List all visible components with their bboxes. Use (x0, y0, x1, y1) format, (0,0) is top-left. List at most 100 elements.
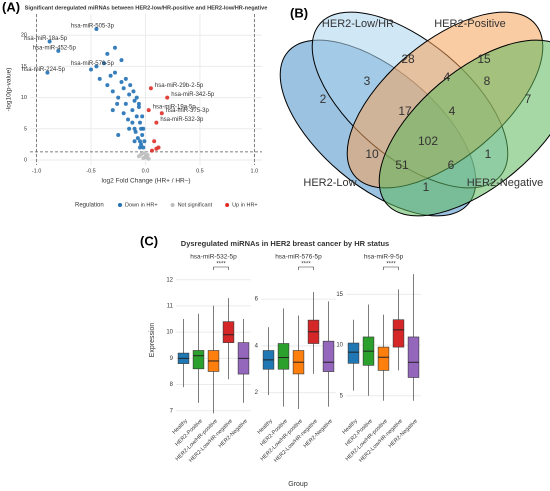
region-count: 10 (365, 147, 379, 161)
point (127, 92, 132, 97)
point-label: hsa-miR-18a-5p (24, 36, 68, 42)
box (222, 321, 235, 343)
y-tick-label: 10 (166, 330, 173, 336)
region-count: 15 (477, 52, 491, 66)
point (139, 152, 144, 157)
point (142, 139, 147, 144)
point (132, 139, 137, 144)
y-tick-label: 5 (24, 126, 27, 132)
point (140, 133, 145, 138)
point (134, 114, 139, 119)
point (140, 114, 145, 119)
point (94, 26, 99, 31)
region-count: 3 (364, 74, 371, 88)
point (128, 83, 133, 88)
facet-title: hsa-miR-9-5p (364, 254, 404, 261)
y-tick-label: 8 (170, 382, 174, 388)
y-axis-label: -log10(p-value) (6, 68, 13, 112)
point (138, 139, 143, 144)
point (144, 155, 149, 160)
region-count: 1 (423, 180, 430, 194)
point (142, 151, 147, 156)
significance-bracket (383, 266, 399, 270)
facet-strip (346, 252, 421, 262)
point (130, 108, 135, 113)
point (119, 58, 124, 63)
y-tick-label: 5 (340, 393, 344, 399)
set-label: HER2-Negative (467, 177, 543, 189)
x-tick-label: 0.5 (196, 168, 204, 174)
region-count: 1 (485, 147, 492, 161)
y-axis-label: Expression (149, 323, 156, 358)
point (105, 83, 110, 88)
legend-label: Not significant (178, 202, 213, 208)
point (116, 133, 121, 138)
y-tick-label: 7 (170, 408, 174, 414)
y-tick-label: 9 (170, 356, 174, 362)
point (136, 104, 141, 109)
region-count: 2 (320, 92, 327, 106)
panel-label: (B) (290, 5, 308, 20)
point-label: hsa-miR-19a-5p (153, 105, 197, 111)
facet-title: hsa-miR-576-5p (275, 254, 322, 261)
point-label: hsa-miR-452-5p (33, 45, 77, 51)
point (110, 89, 115, 94)
box (377, 346, 390, 371)
set-label: HER2-Low (303, 177, 356, 189)
point (115, 101, 120, 106)
point (138, 120, 143, 125)
legend-swatch (118, 203, 122, 207)
legend-title: Regulation (75, 203, 104, 209)
point (154, 146, 159, 151)
y-tick-label: 0 (24, 157, 27, 163)
point (133, 129, 138, 134)
point (134, 95, 139, 100)
set-label: HER2-Low/HR (322, 18, 394, 30)
point-label: hsa-miR-505-3p (71, 24, 115, 30)
significance-label: **** (216, 262, 226, 268)
point (139, 142, 144, 147)
facet-title: hsa-miR-532-5p (190, 254, 237, 261)
panel-label: (C) (140, 233, 158, 248)
point (148, 86, 153, 91)
y-tick-label: 4 (255, 343, 259, 349)
y-tick-label: 6 (255, 297, 259, 303)
y-tick-label: 12 (166, 277, 173, 283)
x-tick-label: 1.0 (251, 168, 259, 174)
point-label: hsa-miR-342-5p (171, 92, 215, 98)
facet-strip (176, 252, 251, 262)
significance-bracket (213, 266, 229, 270)
x-tick-label: -0.5 (86, 168, 95, 174)
point (56, 48, 61, 53)
point (130, 120, 135, 125)
x-axis-label: log2 Fold Change (HR+ / HR–) (101, 178, 190, 185)
significance-label: **** (386, 262, 396, 268)
point (141, 126, 146, 131)
point (154, 120, 159, 125)
facet-strip (261, 252, 336, 262)
point (105, 51, 110, 56)
point-label: hsa-miR-576-5p (71, 61, 115, 67)
region-count: 4 (444, 70, 451, 84)
region-count: 6 (448, 158, 455, 172)
point-label: hsa-miR-532-3p (160, 117, 204, 123)
x-tick-label: -1.0 (32, 168, 41, 174)
point (141, 145, 146, 150)
y-tick-label: 10 (336, 343, 343, 349)
point-label: hsa-miR-29b-2-5p (155, 83, 204, 89)
box (407, 336, 420, 378)
region-count: 4 (449, 104, 456, 118)
significance-label: **** (301, 262, 311, 268)
region-count: 7 (525, 92, 532, 106)
point (123, 76, 128, 81)
region-count: 102 (418, 134, 438, 148)
significance-bracket (298, 266, 314, 270)
point (136, 101, 141, 106)
region-count: 8 (484, 74, 491, 88)
region-count: 17 (398, 104, 412, 118)
point (121, 111, 126, 116)
point (94, 64, 99, 69)
point (127, 126, 132, 131)
point (131, 89, 136, 94)
